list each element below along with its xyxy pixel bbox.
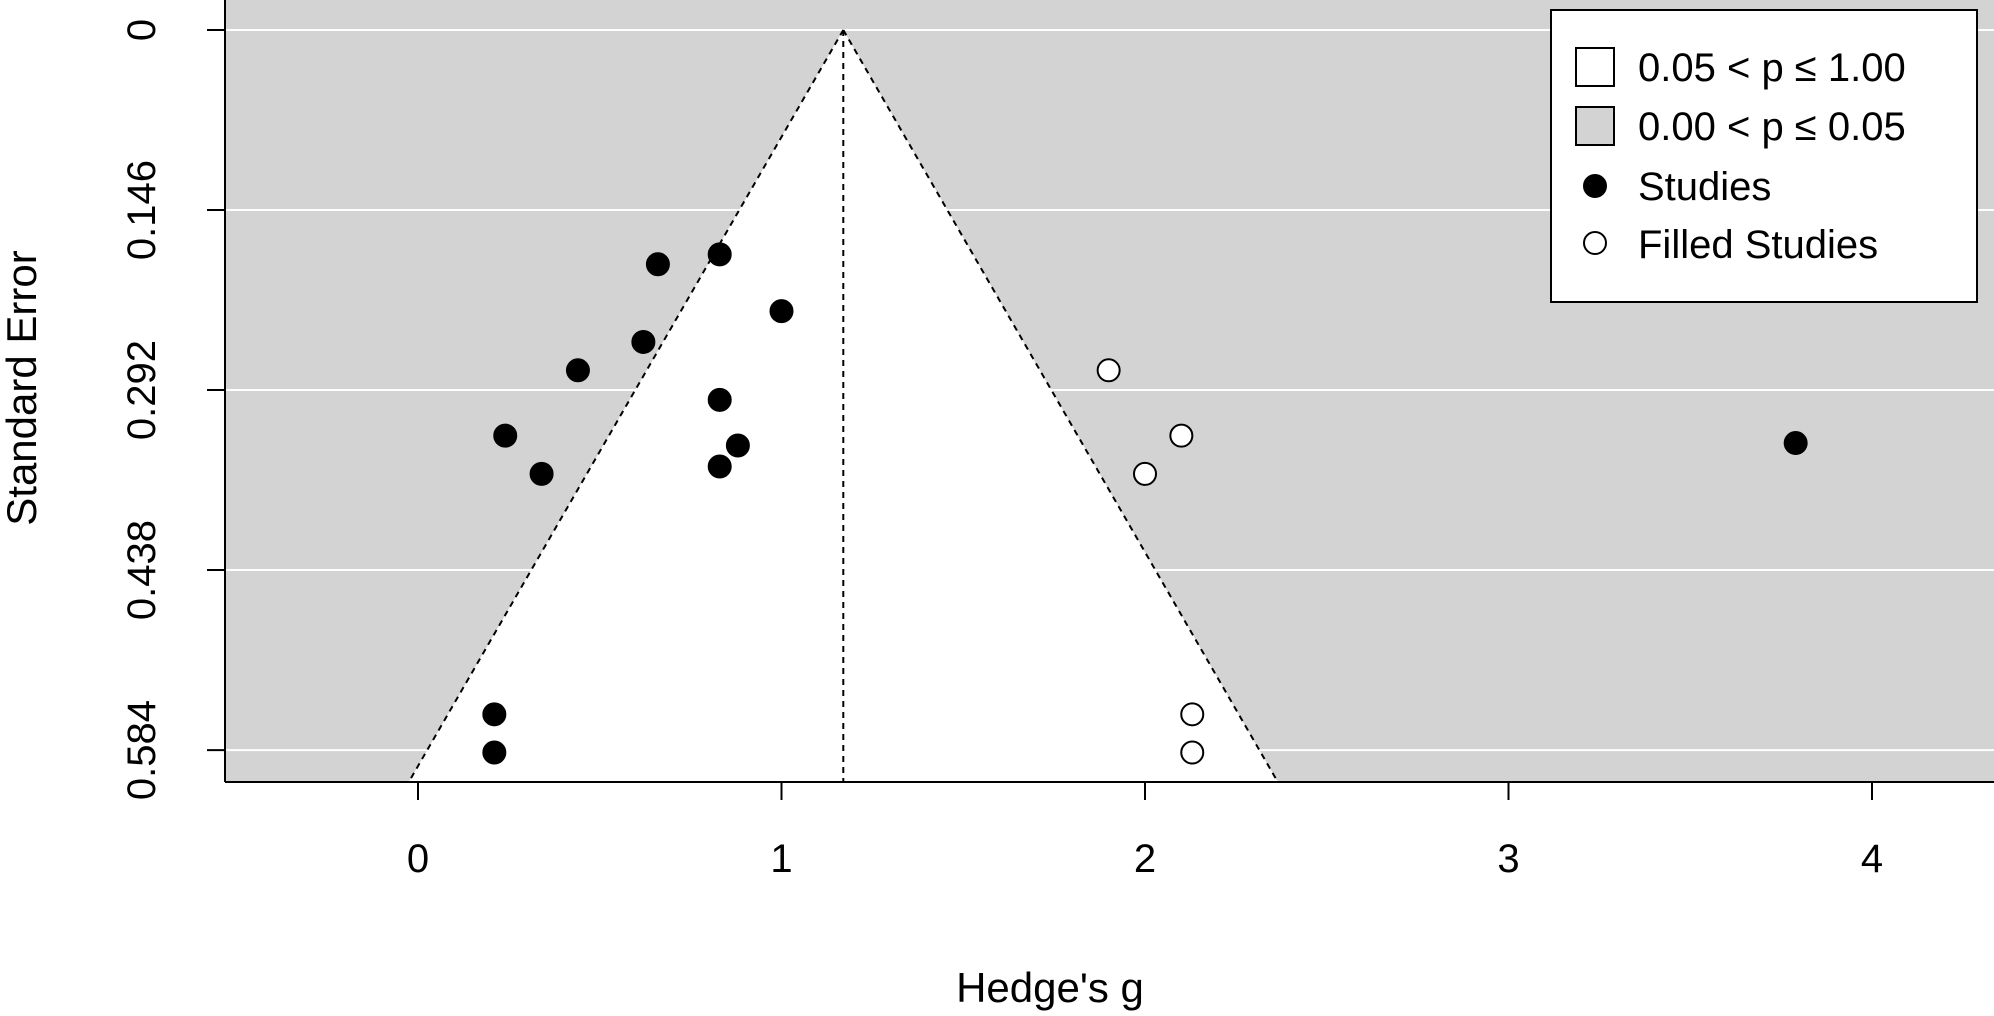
funnel-right-boundary bbox=[842, 29, 1279, 783]
y-axis: 0 0.146 0.292 0.438 0.584 bbox=[120, 19, 225, 800]
study-point-7 bbox=[725, 433, 750, 458]
study-point-12 bbox=[1783, 431, 1808, 456]
x-tick-label-1: 1 bbox=[770, 837, 792, 881]
legend-label-filled-studies: Filled Studies bbox=[1638, 223, 1878, 267]
filled-study-point-1 bbox=[1169, 423, 1194, 448]
legend-symbol-gray-square bbox=[1575, 106, 1615, 146]
y-tick-label-2: 0.292 bbox=[120, 340, 164, 440]
legend-label-studies: Studies bbox=[1638, 165, 1771, 209]
y-tick-label-0: 0 bbox=[120, 19, 164, 41]
study-point-9 bbox=[707, 454, 732, 479]
y-axis-title: Standard Error bbox=[0, 250, 45, 525]
x-tick-label-2: 2 bbox=[1134, 837, 1156, 881]
study-point-11 bbox=[482, 740, 507, 765]
legend-symbol-open-circle bbox=[1583, 231, 1607, 255]
y-tick-label-1: 0.146 bbox=[120, 160, 164, 260]
data-points bbox=[482, 242, 1808, 765]
study-point-10 bbox=[482, 702, 507, 727]
x-tick-label-3: 3 bbox=[1497, 837, 1519, 881]
x-axis: 0 1 2 3 4 bbox=[407, 782, 1883, 881]
funnel-left-boundary bbox=[407, 29, 845, 783]
study-point-6 bbox=[493, 423, 518, 448]
study-point-8 bbox=[529, 461, 554, 486]
study-point-0 bbox=[645, 252, 670, 277]
study-point-4 bbox=[565, 358, 590, 383]
filled-study-point-4 bbox=[1180, 740, 1205, 765]
legend-label-nonsignificant: 0.05 < p ≤ 1.00 bbox=[1638, 46, 1906, 90]
study-point-5 bbox=[707, 387, 732, 412]
study-point-2 bbox=[769, 299, 794, 324]
filled-study-point-3 bbox=[1180, 702, 1205, 727]
x-tick-label-0: 0 bbox=[407, 837, 429, 881]
x-tick-label-4: 4 bbox=[1861, 837, 1883, 881]
filled-study-point-2 bbox=[1133, 461, 1157, 486]
legend-symbol-white-square bbox=[1575, 47, 1615, 87]
y-tick-label-3: 0.438 bbox=[120, 520, 164, 620]
legend-label-significant: 0.00 < p ≤ 0.05 bbox=[1638, 105, 1906, 149]
study-point-3 bbox=[631, 329, 656, 354]
legend-box bbox=[1550, 9, 1978, 303]
legend: 0.05 < p ≤ 1.00 0.00 < p ≤ 0.05 Studies … bbox=[1550, 9, 1978, 303]
y-tick-label-4: 0.584 bbox=[120, 700, 164, 800]
x-axis-title: Hedge's g bbox=[956, 964, 1144, 1011]
legend-symbol-filled-circle bbox=[1583, 174, 1607, 198]
filled-study-point-0 bbox=[1096, 358, 1121, 383]
study-point-1 bbox=[707, 242, 732, 267]
